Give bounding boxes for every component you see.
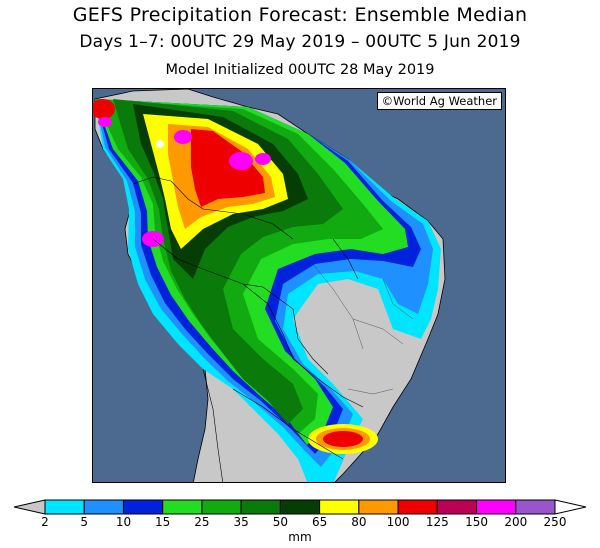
caribbean-coast <box>98 117 112 127</box>
colorbar-tick-label: 15 <box>155 515 171 529</box>
colorbar-tick-label: 5 <box>80 515 89 529</box>
colorbar-tick-label: 10 <box>115 515 132 529</box>
colorbar-swatch <box>319 499 360 515</box>
precip-150-200mm-patch <box>255 153 271 165</box>
colorbar-tick-label: 100 <box>386 515 410 529</box>
colorbar-swatch <box>436 499 478 515</box>
colorbar-tick-label: 25 <box>194 515 210 529</box>
precipitation-map: ©World Ag Weather <box>92 88 506 483</box>
precip-200-250mm-patch <box>156 140 164 148</box>
colorbar-swatch <box>44 499 85 515</box>
colorbar-tick-label: 150 <box>465 515 488 529</box>
colorbar-tick-label: 65 <box>311 515 328 529</box>
colorbar-swatch <box>83 499 124 515</box>
caribbean-coast <box>93 99 115 119</box>
country-borders <box>132 176 364 482</box>
credit-label: ©World Ag Weather <box>376 92 502 110</box>
colorbar-swatch <box>240 499 281 515</box>
map-title: GEFS Precipitation Forecast: Ensemble Me… <box>72 4 528 26</box>
colorbar-swatch <box>397 499 438 515</box>
colorbar-tick-label: 125 <box>425 515 449 529</box>
colorbar-swatch <box>476 499 517 515</box>
colorbar-tick-label: 80 <box>351 515 367 529</box>
model-initialized: Model Initialized 00UTC 28 May 2019 <box>165 62 435 78</box>
precip-100-125mm <box>191 129 265 207</box>
colorbar-swatch <box>201 499 242 515</box>
colorbar-tick-label: 200 <box>504 515 528 529</box>
colorbar-swatch <box>515 499 556 515</box>
map-canvas <box>93 89 505 482</box>
colorbar-tick-label: 250 <box>543 515 567 529</box>
precip-100-125mm-patch <box>323 431 363 447</box>
colorbar-swatch <box>279 499 321 515</box>
colorbar-swatch <box>358 499 399 515</box>
colorbar <box>13 499 587 515</box>
state-borders <box>312 263 414 395</box>
colorbar-tick-label: 2 <box>41 515 49 529</box>
forecast-period: Days 1–7: 00UTC 29 May 2019 – 00UTC 5 Ju… <box>79 32 521 52</box>
units-label: mm <box>288 530 312 544</box>
precip-150-200mm-patch <box>229 152 253 170</box>
colorbar-swatch <box>162 499 203 515</box>
colorbar-swatch <box>122 499 164 515</box>
colorbar-tick-label: 50 <box>272 515 289 529</box>
colorbar-tick-label: 35 <box>233 515 249 529</box>
colorbar-high-arrow <box>554 499 587 515</box>
colorbar-low-arrow <box>13 499 46 515</box>
precip-150-200mm-patch <box>174 130 192 144</box>
